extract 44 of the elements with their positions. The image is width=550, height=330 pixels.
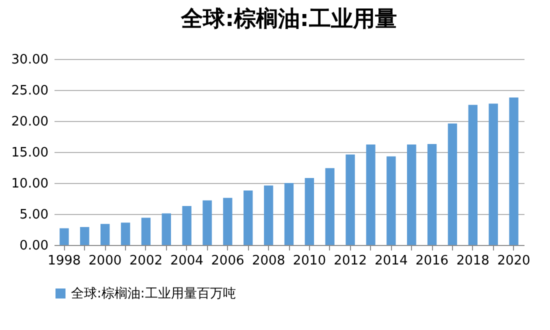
legend-label: 全球:棕榈油:工业用量百万吨 xyxy=(71,286,236,302)
bar xyxy=(264,185,274,245)
y-tick-label: 5.00 xyxy=(20,208,48,222)
x-tick-label: 1998 xyxy=(48,254,81,268)
x-tick-label: 2006 xyxy=(211,254,244,268)
x-tick-label: 2002 xyxy=(129,254,163,268)
y-tick-label: 0.00 xyxy=(20,238,48,254)
x-tick-label: 2014 xyxy=(374,254,408,268)
bar xyxy=(141,218,151,245)
bar xyxy=(244,190,253,245)
x-tick-label: 2018 xyxy=(456,254,490,268)
y-tick-label: 25.00 xyxy=(11,84,48,98)
bar xyxy=(366,144,376,245)
y-tick-label: 15.00 xyxy=(11,146,48,160)
bar xyxy=(202,200,212,245)
y-tick-label: 20.00 xyxy=(11,114,48,130)
bar xyxy=(386,156,396,245)
bar xyxy=(304,178,314,245)
bar xyxy=(427,144,437,245)
bar xyxy=(346,154,355,245)
y-tick-label: 30.00 xyxy=(11,52,48,68)
x-tick-label: 2000 xyxy=(88,254,122,268)
x-tick-label: 2012 xyxy=(334,254,367,268)
bar xyxy=(448,123,458,245)
bar xyxy=(120,222,130,245)
bar xyxy=(162,213,171,245)
bar xyxy=(488,104,498,245)
bar xyxy=(468,104,478,245)
x-tick-label: 2010 xyxy=(292,254,326,268)
x-tick-label: 2008 xyxy=(252,254,286,268)
bar xyxy=(80,227,90,245)
chart-title: 全球:棕榈油:工业用量 xyxy=(180,6,397,32)
bar xyxy=(407,144,416,245)
bar xyxy=(60,228,69,245)
x-tick-label: 2020 xyxy=(497,254,530,268)
y-tick-label: 10.00 xyxy=(11,176,48,192)
bar xyxy=(223,198,232,245)
bar xyxy=(509,97,518,245)
x-tick-label: 2016 xyxy=(415,254,449,268)
bar xyxy=(284,183,294,245)
bar xyxy=(325,168,334,245)
bar xyxy=(100,224,110,245)
bar xyxy=(182,206,192,245)
x-tick-label: 2004 xyxy=(170,254,204,268)
